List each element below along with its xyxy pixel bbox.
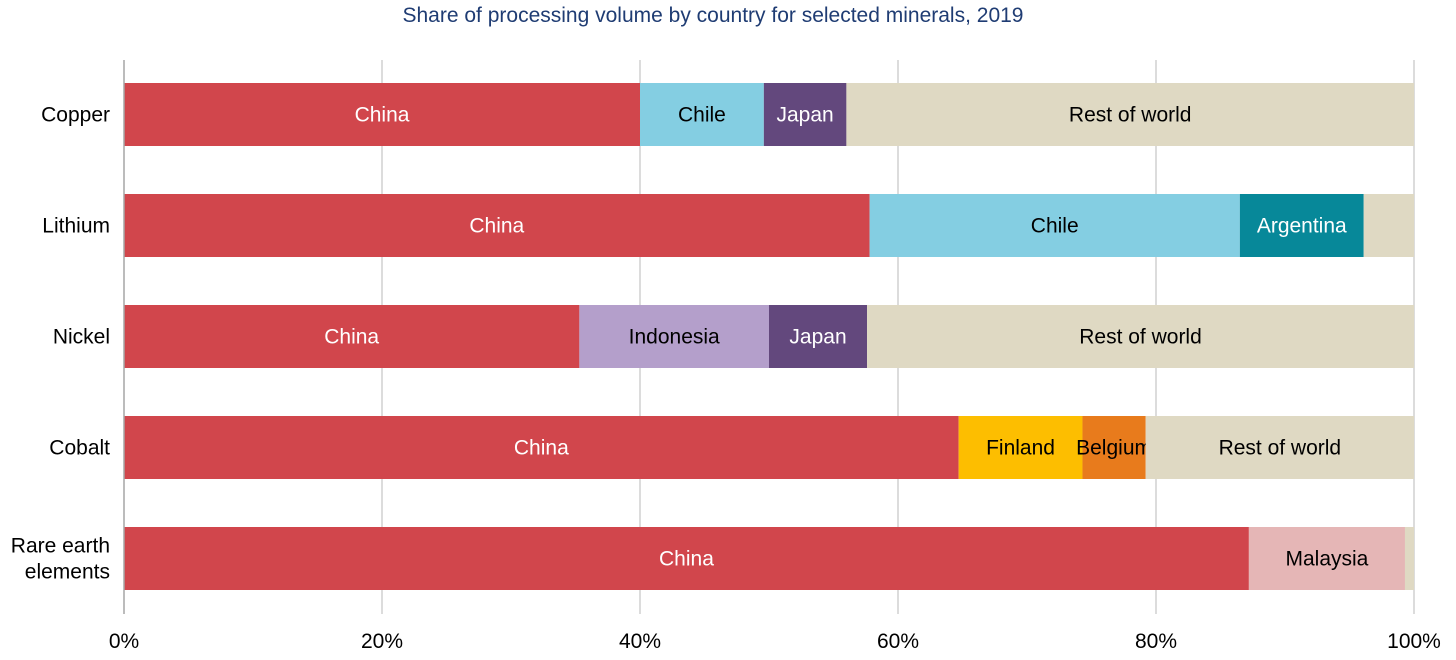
x-tick-label: 60% (877, 630, 919, 653)
segment-label: Chile (1031, 215, 1079, 238)
segment-label: China (324, 326, 379, 349)
category-label: Lithium (42, 215, 110, 238)
bar-segment (124, 194, 870, 257)
x-tick-label: 20% (361, 630, 403, 653)
segment-label: Malaysia (1285, 548, 1368, 571)
segment-label: Rest of world (1069, 104, 1192, 127)
chart-title: Share of processing volume by country fo… (402, 4, 1024, 27)
bar-segment (124, 527, 1249, 590)
bar-segment (958, 416, 1083, 479)
bar-segment (769, 305, 868, 368)
segment-label: Indonesia (629, 326, 720, 349)
bar-segment (763, 83, 847, 146)
bar-segment (867, 305, 1414, 368)
bar-row: China Chile Argentina (124, 194, 1414, 257)
category-label: Rare earth (11, 535, 110, 558)
segment-label: China (514, 437, 569, 460)
bar-row: China Finland Belgium Rest of world (124, 416, 1414, 479)
segment-label: Rest of world (1079, 326, 1202, 349)
bar-segment (869, 194, 1240, 257)
bar-row: China Chile Japan Rest of world (124, 83, 1414, 146)
bar-segment (124, 416, 959, 479)
axes: 0% 20% 40% 60% 80% 100% Copper Lithium Nickel Cob… (11, 60, 1441, 653)
bar-segment (124, 305, 580, 368)
bar-segment (846, 83, 1414, 146)
segment-label: China (355, 104, 410, 127)
segment-label: Japan (789, 326, 846, 349)
segment-label: China (469, 215, 524, 238)
bar-segment (579, 305, 769, 368)
x-tick-label: 80% (1135, 630, 1177, 653)
segment-label: Chile (678, 104, 726, 127)
bar-segment (124, 83, 640, 146)
segment-label: Finland (986, 437, 1055, 460)
x-tick-label: 0% (109, 630, 139, 653)
bar-segment (1363, 194, 1414, 257)
category-label: Cobalt (49, 437, 110, 460)
category-label: elements (25, 561, 110, 584)
bar-row: China Indonesia Japan Rest of world (124, 305, 1414, 368)
bar-segment (1239, 194, 1364, 257)
bar-segment (1404, 527, 1414, 590)
category-label: Copper (41, 104, 110, 127)
segment-label: Rest of world (1219, 437, 1342, 460)
bar-segment (1082, 416, 1146, 479)
segment-label: Japan (777, 104, 834, 127)
segment-label: China (659, 548, 714, 571)
x-tick-label: 100% (1387, 630, 1441, 653)
bar-row: China Malaysia (124, 527, 1414, 590)
x-tick-label: 40% (619, 630, 661, 653)
bar-segment (1145, 416, 1414, 479)
bars: China Chile Japan Rest of world China Chile Ar… (124, 83, 1414, 590)
segment-label: Argentina (1257, 215, 1347, 238)
bar-segment (640, 83, 764, 146)
segment-label: Belgium (1076, 437, 1152, 460)
bar-segment (1248, 527, 1405, 590)
category-label: Nickel (53, 326, 110, 349)
